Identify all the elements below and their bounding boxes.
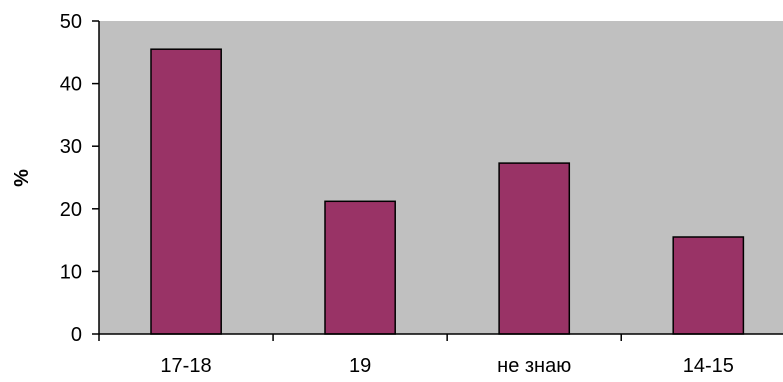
bar-0 bbox=[150, 48, 222, 335]
bars-group bbox=[150, 48, 745, 335]
y-tick-label-4: 40 bbox=[60, 74, 82, 96]
y-tick-label-0: 0 bbox=[71, 324, 82, 346]
x-tick-label-1: 19 bbox=[349, 355, 371, 377]
bar-1 bbox=[324, 200, 396, 335]
axes-group bbox=[92, 20, 783, 341]
y-tick-labels: 0 10 20 30 40 50 bbox=[60, 11, 82, 346]
y-tick-label-3: 30 bbox=[60, 136, 82, 158]
x-tick-label-3: 14-15 bbox=[683, 355, 734, 377]
x-tick-label-0: 17-18 bbox=[160, 355, 211, 377]
y-tick-label-5: 50 bbox=[60, 11, 82, 33]
y-axis-title: % bbox=[11, 169, 33, 187]
y-tick-label-2: 20 bbox=[60, 199, 82, 221]
x-tick-labels: 17-18 19 не знаю 14-15 bbox=[160, 355, 733, 377]
x-tick-label-2: не знаю bbox=[497, 355, 571, 377]
y-tick-label-1: 10 bbox=[60, 261, 82, 283]
bar-3 bbox=[672, 236, 745, 335]
bar-2 bbox=[498, 162, 571, 335]
